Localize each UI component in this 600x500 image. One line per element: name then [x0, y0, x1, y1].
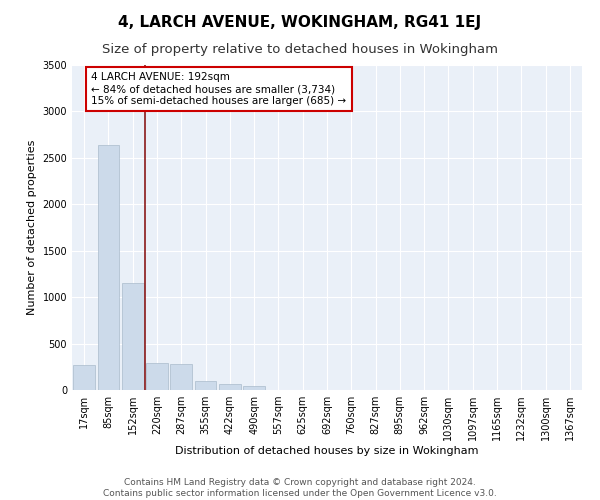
Text: Size of property relative to detached houses in Wokingham: Size of property relative to detached ho…	[102, 42, 498, 56]
Bar	[73, 365, 95, 390]
Bar	[194, 381, 217, 390]
Text: Contains HM Land Registry data © Crown copyright and database right 2024.
Contai: Contains HM Land Registry data © Crown c…	[103, 478, 497, 498]
Bar	[146, 363, 168, 390]
Bar	[122, 283, 143, 390]
Bar	[97, 145, 119, 390]
Text: 4, LARCH AVENUE, WOKINGHAM, RG41 1EJ: 4, LARCH AVENUE, WOKINGHAM, RG41 1EJ	[118, 15, 482, 30]
Text: 4 LARCH AVENUE: 192sqm
← 84% of detached houses are smaller (3,734)
15% of semi-: 4 LARCH AVENUE: 192sqm ← 84% of detached…	[91, 72, 347, 106]
Bar	[243, 386, 265, 390]
Bar	[170, 364, 192, 390]
X-axis label: Distribution of detached houses by size in Wokingham: Distribution of detached houses by size …	[175, 446, 479, 456]
Bar	[219, 384, 241, 390]
Y-axis label: Number of detached properties: Number of detached properties	[27, 140, 37, 315]
